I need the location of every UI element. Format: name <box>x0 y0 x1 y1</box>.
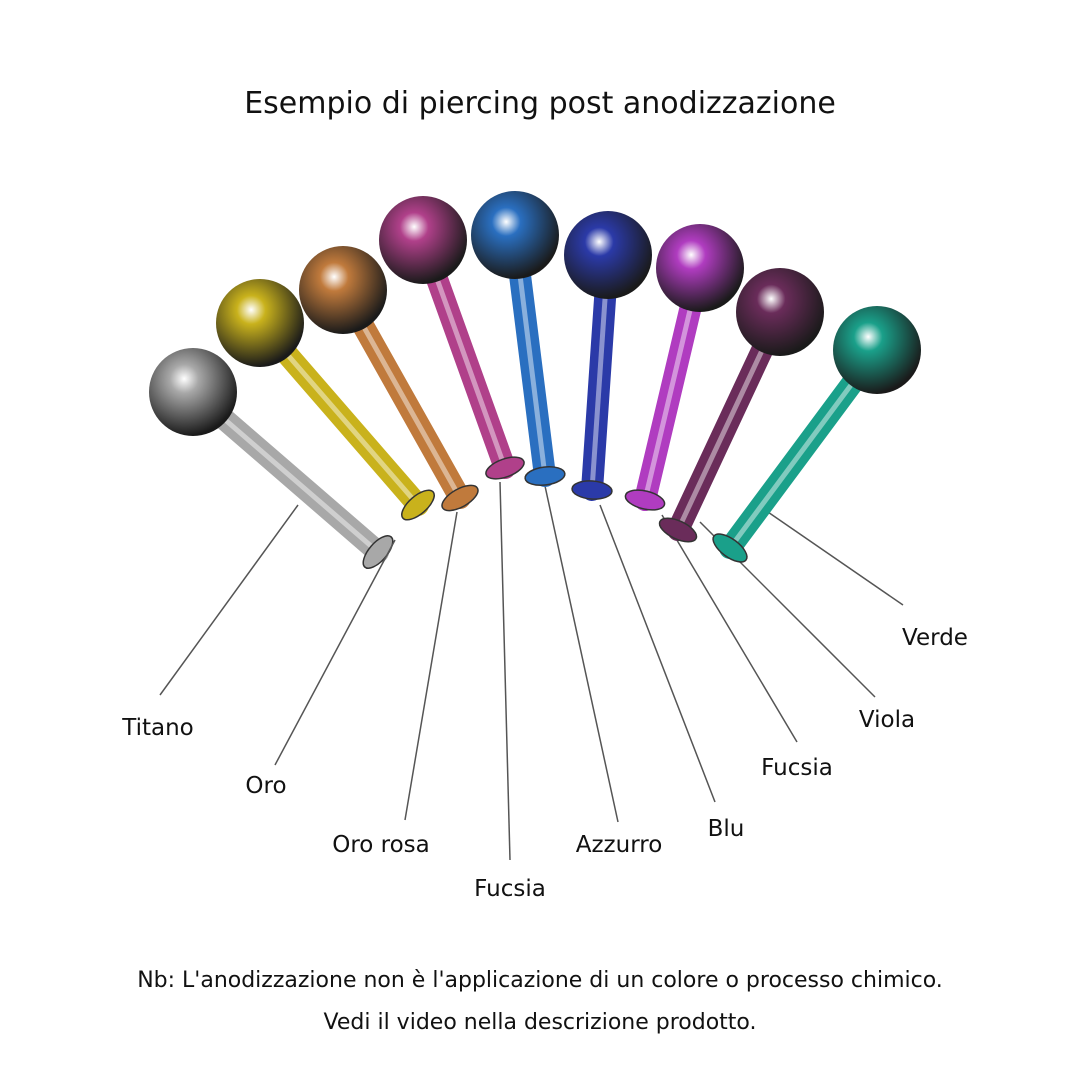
color-label: Oro <box>245 773 287 799</box>
color-label: Oro rosa <box>332 832 430 858</box>
piercing-ball <box>833 306 921 394</box>
piercing-ball <box>471 191 559 279</box>
color-label: Titano <box>122 715 194 741</box>
piercing-ball <box>149 348 237 436</box>
leader-line <box>764 509 904 606</box>
color-label: Azzurro <box>575 832 663 858</box>
piercing-2 <box>216 279 435 766</box>
piercing-disc <box>712 533 748 563</box>
color-label: Verde <box>902 625 968 651</box>
color-label: Blu <box>707 816 745 842</box>
leader-line <box>159 504 299 696</box>
piercing-disc <box>624 489 666 511</box>
piercing-ball <box>379 196 467 284</box>
piercing-1 <box>149 348 394 696</box>
color-label: Fucsia <box>474 876 546 902</box>
piercing-disc <box>485 456 525 480</box>
leader-line <box>661 514 798 743</box>
leader-line <box>599 504 716 803</box>
piercing-3 <box>299 246 479 821</box>
page-title: Esempio di piercing post anodizzazione <box>244 86 836 121</box>
piercing-ball <box>216 279 304 367</box>
piercing-disc <box>401 489 435 521</box>
piercing-9 <box>712 306 921 606</box>
piercing-disc <box>658 517 698 543</box>
piercing-disc <box>441 484 479 512</box>
piercing-ball <box>564 211 652 299</box>
piercing-ball <box>736 268 824 356</box>
leader-line <box>274 539 396 766</box>
piercing-5 <box>471 191 619 823</box>
color-label: Viola <box>858 707 916 733</box>
leader-line <box>544 485 619 823</box>
piercing-disc <box>571 480 613 500</box>
leader-line <box>499 481 511 861</box>
note-line-2: Vedi il video nella descrizione prodotto… <box>323 1010 757 1035</box>
color-label: Fucsia <box>761 755 833 781</box>
leader-line <box>404 511 458 821</box>
piercing-ball <box>299 246 387 334</box>
piercing-ball <box>656 224 744 312</box>
piercing-6 <box>564 211 716 803</box>
piercing-7 <box>624 224 798 743</box>
piercing-4 <box>379 196 525 861</box>
piercing-disc <box>524 465 566 487</box>
note-line-1: Nb: L'anodizzazione non è l'applicazione… <box>137 968 943 993</box>
